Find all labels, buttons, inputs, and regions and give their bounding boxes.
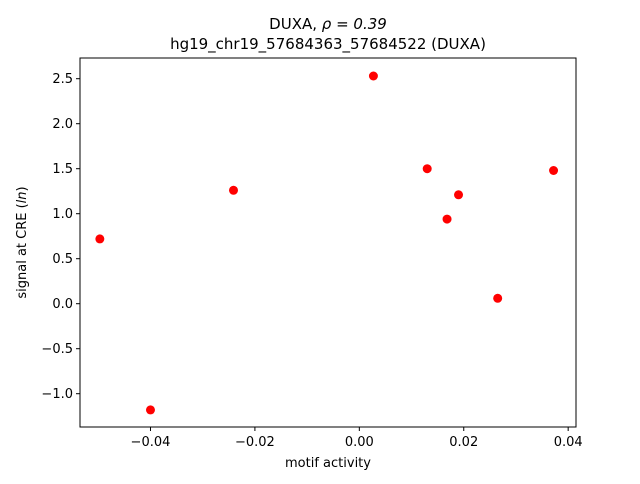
- x-tick-label: −0.04: [131, 435, 171, 450]
- chart-title-line2: hg19_chr19_57684363_57684522 (DUXA): [170, 35, 486, 54]
- x-tick-label: 0.00: [345, 435, 374, 450]
- y-tick-label: 2.0: [52, 117, 73, 132]
- y-axis-ticks: −1.0 −0.5 0.0 0.5 1.0 1.5 2.0 2.5: [41, 72, 80, 402]
- y-tick-label: −1.0: [41, 387, 73, 402]
- data-point: [368, 71, 378, 81]
- chart-title-line1: DUXA, ρ = 0.39: [269, 15, 387, 33]
- y-tick-label: 0.0: [52, 297, 73, 312]
- y-tick-label: −0.5: [41, 342, 73, 357]
- data-point: [549, 166, 559, 175]
- data-point: [95, 234, 105, 244]
- data-point: [145, 405, 155, 415]
- x-axis-ticks: −0.04 −0.02 0.00 0.02 0.04: [131, 427, 583, 450]
- x-tick-label: −0.02: [235, 435, 275, 450]
- data-point: [228, 185, 238, 195]
- data-points: [95, 71, 559, 415]
- y-axis-label: signal at CRE (ln): [15, 186, 30, 298]
- data-point: [442, 214, 452, 224]
- y-tick-label: 1.5: [52, 162, 73, 177]
- data-point: [493, 293, 503, 303]
- x-tick-label: 0.02: [449, 435, 478, 450]
- data-point: [454, 190, 464, 200]
- plot-frame: [79, 57, 577, 428]
- y-tick-label: 0.5: [52, 252, 73, 267]
- x-axis-label: motif activity: [285, 456, 371, 471]
- y-tick-label: 2.5: [52, 72, 73, 87]
- x-tick-label: 0.04: [554, 435, 583, 450]
- data-point: [422, 164, 432, 174]
- y-tick-label: 1.0: [52, 207, 73, 222]
